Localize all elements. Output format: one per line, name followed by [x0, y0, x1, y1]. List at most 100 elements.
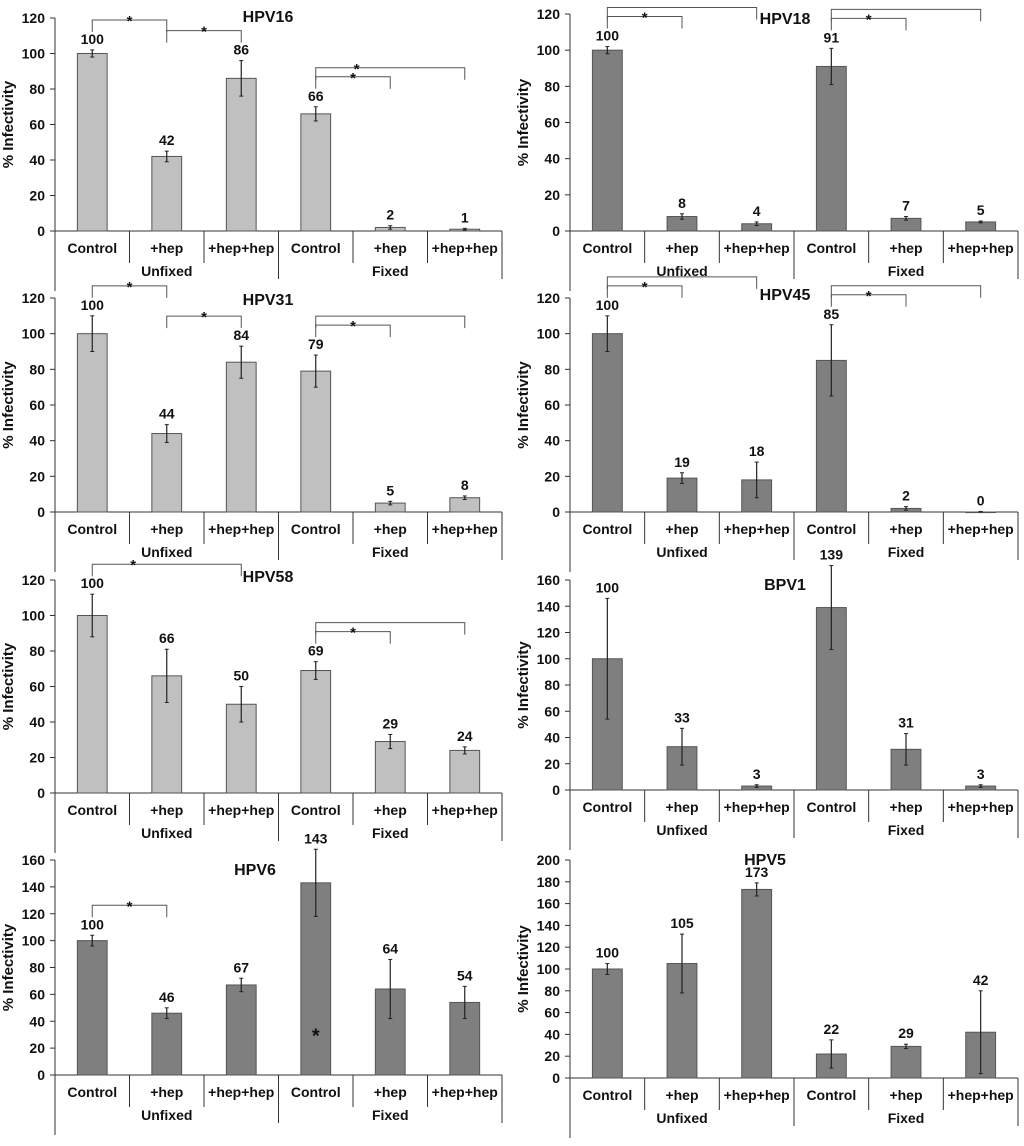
x-tick-label: +hep: [665, 799, 698, 815]
data-label: 42: [159, 132, 175, 148]
bar-4: [374, 741, 406, 794]
y-tick-label: 20: [544, 468, 560, 484]
data-label: 8: [678, 195, 686, 211]
significance-bracket: [315, 324, 391, 338]
y-tick-label: 60: [544, 397, 560, 413]
bar-3: [300, 370, 332, 513]
y-axis-label: % Infectivity: [0, 923, 17, 1011]
y-axis-label: % Infectivity: [515, 641, 532, 729]
y-tick-label: 100: [537, 651, 561, 667]
data-label: 29: [382, 715, 398, 731]
x-tick-label: Control: [582, 521, 632, 537]
data-label: 50: [233, 668, 249, 684]
significance-star: *: [350, 625, 356, 642]
y-tick-label: 120: [22, 10, 46, 26]
y-axis-label: % Infectivity: [515, 925, 532, 1013]
data-label: 86: [233, 42, 249, 58]
data-label: 5: [977, 202, 985, 218]
y-tick-label: 120: [22, 290, 46, 306]
bar-3: [300, 113, 332, 232]
data-label: 7: [902, 198, 910, 214]
group-label: Unfixed: [656, 263, 707, 279]
chart-title: BPV1: [764, 577, 806, 594]
x-tick-label: +hep: [889, 240, 922, 256]
data-label: 3: [977, 766, 985, 782]
significance-bracket: [606, 7, 758, 20]
group-label: Fixed: [888, 1110, 925, 1126]
x-tick-label: +hep+hep: [432, 240, 498, 256]
bar-0: [76, 940, 108, 1076]
bar-0: [76, 333, 108, 513]
data-label: 2: [386, 207, 394, 223]
y-tick-label: 80: [29, 643, 45, 659]
data-label: 67: [233, 959, 249, 975]
y-tick-label: 20: [544, 187, 560, 203]
x-tick-label: +hep+hep: [724, 1087, 790, 1103]
group-label: Fixed: [372, 544, 409, 560]
data-label: 29: [898, 1025, 914, 1041]
data-label: 79: [308, 336, 324, 352]
x-tick-label: +hep+hep: [948, 521, 1014, 537]
bar-3: [300, 670, 332, 794]
y-tick-label: 40: [29, 714, 45, 730]
y-tick-label: 120: [22, 906, 46, 922]
data-label: 91: [824, 29, 840, 45]
y-tick-label: 60: [29, 986, 45, 1002]
chart-title: HPV45: [760, 287, 811, 304]
x-tick-label: +hep: [150, 240, 183, 256]
bar-2: [225, 361, 257, 513]
x-tick-label: Control: [291, 802, 341, 818]
x-tick-label: Control: [806, 240, 856, 256]
bar-3: [300, 882, 332, 1076]
y-tick-label: 0: [552, 1070, 560, 1086]
y-tick-label: 80: [29, 361, 45, 377]
significance-star: *: [642, 10, 648, 27]
y-tick-label: 100: [22, 933, 46, 949]
significance-star: *: [350, 318, 356, 335]
y-tick-label: 80: [544, 361, 560, 377]
y-tick-label: 20: [544, 1048, 560, 1064]
x-tick-label: +hep+hep: [724, 521, 790, 537]
y-tick-label: 40: [29, 152, 45, 168]
data-label: 100: [596, 945, 620, 961]
significance-bracket: [315, 315, 466, 329]
data-label: 105: [670, 915, 694, 931]
data-label: 85: [824, 306, 840, 322]
significance-bracket: [830, 17, 907, 31]
bar-0: [76, 615, 108, 794]
bar-1: [151, 1012, 183, 1076]
group-label: Unfixed: [656, 544, 707, 560]
bar-0: [591, 333, 623, 513]
data-label: 46: [159, 989, 175, 1005]
x-tick-label: +hep: [374, 240, 407, 256]
significance-bracket: [606, 285, 683, 298]
significance-star: *: [354, 61, 360, 78]
significance-bracket: [91, 904, 168, 918]
significance-bracket: [606, 16, 683, 29]
x-tick-label: Control: [806, 1087, 856, 1103]
y-tick-label: 20: [29, 750, 45, 766]
y-tick-label: 120: [537, 939, 561, 955]
y-tick-label: 140: [22, 879, 46, 895]
y-tick-label: 20: [544, 756, 560, 772]
significance-star: *: [127, 898, 133, 915]
x-tick-label: +hep+hep: [432, 1084, 498, 1100]
data-label: 139: [820, 547, 844, 563]
significance-star: *: [350, 70, 356, 87]
y-tick-label: 20: [29, 468, 45, 484]
group-label: Fixed: [888, 822, 925, 838]
significance-star: *: [127, 279, 133, 296]
x-tick-label: +hep+hep: [724, 799, 790, 815]
group-label: Fixed: [888, 263, 925, 279]
significance-bracket: [166, 30, 242, 43]
y-tick-label: 160: [22, 852, 46, 868]
data-label: 100: [81, 916, 105, 932]
chart-panel-hpv58: 0 20 40 60 80 100 120 % Infectivity 100 Control 66…: [0, 557, 503, 853]
y-tick-label: 80: [29, 81, 45, 97]
x-tick-label: +hep+hep: [948, 799, 1014, 815]
data-label: 100: [596, 28, 620, 44]
data-label: 0: [977, 492, 985, 508]
x-tick-label: +hep+hep: [948, 1087, 1014, 1103]
group-label: Fixed: [372, 1107, 409, 1123]
